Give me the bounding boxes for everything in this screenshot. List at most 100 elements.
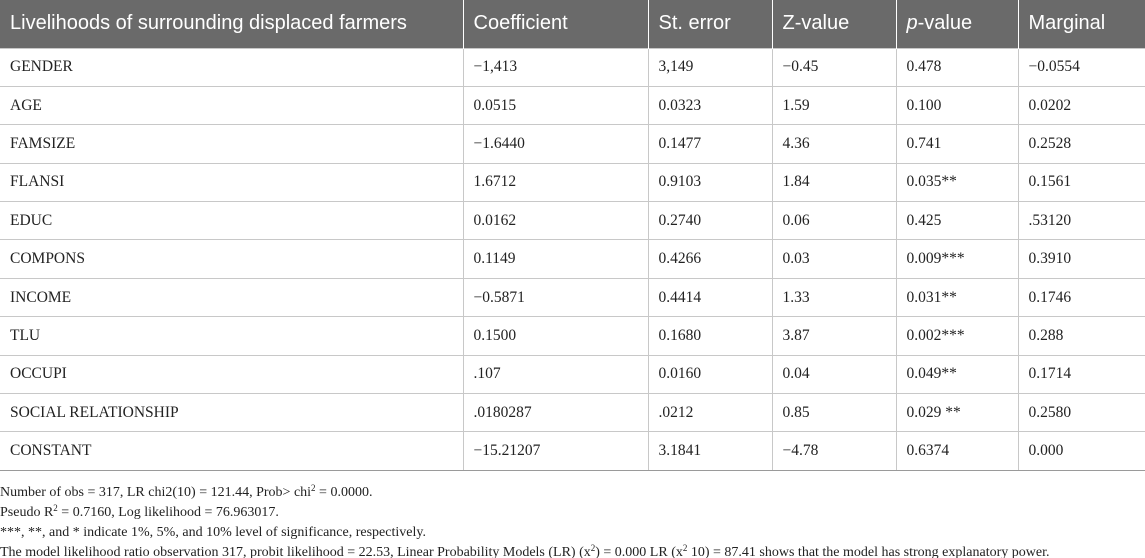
cell-st-error: 0.2740 [647,201,772,240]
header-p-value: p-value [895,0,1018,48]
note-model-likelihood-end: 10) = 87.41 shows that the model has str… [687,544,1050,558]
table-row: GENDER −1,413 3,149 −0.45 0.478 −0.0554 [0,47,1145,87]
cell-z-value: 0.04 [771,354,896,394]
cell-st-error: 0.1477 [647,124,772,164]
cell-marginal: 0.2528 [1017,124,1145,164]
note-model-likelihood-text: The model likelihood ratio observation 3… [0,544,591,558]
cell-st-error: 0.1680 [647,316,772,356]
header-coefficient: Coefficient [462,0,648,48]
cell-marginal: 0.1714 [1017,354,1145,394]
cell-marginal: 0.3910 [1017,239,1145,279]
note-superscript: 2 [53,502,58,513]
cell-variable: GENDER [0,47,463,87]
cell-p-value: 0.031** [895,277,1018,317]
cell-z-value: −0.45 [771,47,896,87]
cell-variable: SOCIAL RELATIONSHIP [0,393,463,432]
cell-marginal: 0.288 [1017,316,1145,356]
table-row: COMPONS 0.1149 0.4266 0.03 0.009*** 0.3910 [0,239,1145,279]
cell-marginal: 0.2580 [1017,393,1145,432]
cell-marginal: 0.0202 [1017,85,1145,125]
cell-variable: INCOME [0,277,463,317]
cell-coefficient: 0.0162 [462,201,648,240]
cell-z-value: 0.03 [771,239,896,279]
note-model-likelihood: The model likelihood ratio observation 3… [0,543,1145,558]
note-observations: Number of obs = 317, LR chi2(10) = 121.4… [0,483,1145,503]
header-p-value-suffix: -value [917,12,973,35]
cell-p-value: 0.100 [895,85,1018,125]
cell-z-value: 1.84 [771,162,896,202]
cell-variable: EDUC [0,201,463,240]
note-pseudo-r2-text: Pseudo R [0,504,54,520]
cell-variable: CONSTANT [0,431,463,471]
cell-p-value: 0.035** [895,162,1018,202]
cell-st-error: 3,149 [647,47,772,87]
table-row: AGE 0.0515 0.0323 1.59 0.100 0.0202 [0,85,1145,125]
cell-z-value: 1.33 [771,277,896,317]
cell-p-value: 0.425 [895,201,1018,240]
cell-variable: COMPONS [0,239,463,279]
cell-p-value: 0.029 ** [895,393,1018,432]
cell-coefficient: .0180287 [462,393,648,432]
cell-variable: AGE [0,85,463,125]
table-row: TLU 0.1500 0.1680 3.87 0.002*** 0.288 [0,316,1145,356]
table-header: Livelihoods of surrounding displaced far… [0,0,1145,48]
table-row: CONSTANT −15.21207 3.1841 −4.78 0.6374 0.000 [0,431,1145,471]
table-row: FAMSIZE −1.6440 0.1477 4.36 0.741 0.2528 [0,124,1145,164]
table-row: OCCUPI .107 0.0160 0.04 0.049** 0.1714 [0,354,1145,394]
note-superscript: 2 [590,542,596,553]
note-observations-text: Number of obs = 317, LR chi2(10) = 121.4… [0,484,312,500]
table-row: INCOME −0.5871 0.4414 1.33 0.031** 0.1746 [0,277,1145,317]
table-row: EDUC 0.0162 0.2740 0.06 0.425.53120 [0,201,1145,240]
note-superscript: 2 [682,542,688,553]
note-observations-end: = 0.0000. [315,484,373,500]
cell-st-error: 0.0160 [647,354,772,394]
cell-coefficient: −1.6440 [462,124,648,164]
cell-coefficient: 1.6712 [462,162,648,202]
cell-variable: FLANSI [0,162,463,202]
regression-results-table: Livelihoods of surrounding displaced far… [0,0,1145,471]
cell-p-value: 0.478 [895,47,1018,87]
note-superscript: 2 [311,482,316,493]
cell-p-value: 0.741 [895,124,1018,164]
header-variable: Livelihoods of surrounding displaced far… [10,12,407,35]
cell-st-error: 3.1841 [647,431,772,471]
header-p-value-italic: p [906,12,918,35]
cell-marginal: −0.0554 [1017,47,1145,87]
note-model-likelihood-mid: ) = 0.000 LR (x [595,544,683,558]
cell-z-value: −4.78 [771,431,896,471]
note-pseudo-r2-end: = 0.7160, Log likelihood = 76.963017. [57,504,279,520]
header-row: Livelihoods of surrounding displaced far… [0,0,1145,48]
cell-st-error: 0.4414 [647,277,772,317]
cell-st-error: 0.9103 [647,162,772,202]
header-marginal: Marginal [1017,0,1145,48]
cell-z-value: 0.85 [771,393,896,432]
cell-coefficient: −1,413 [462,47,648,87]
cell-z-value: 0.06 [771,201,896,240]
cell-marginal: .53120 [1017,201,1145,240]
cell-p-value: 0.6374 [895,431,1018,471]
cell-coefficient: −15.21207 [462,431,648,471]
cell-p-value: 0.049** [895,354,1018,394]
cell-variable: TLU [0,316,463,356]
cell-z-value: 4.36 [771,124,896,164]
note-pseudo-r2: Pseudo R2 = 0.7160, Log likelihood = 76.… [0,503,1145,523]
cell-coefficient: 0.1149 [462,239,648,279]
cell-p-value: 0.009*** [895,239,1018,279]
cell-variable: OCCUPI [0,354,463,394]
cell-st-error: .0212 [647,393,772,432]
cell-marginal: 0.000 [1017,431,1145,471]
cell-z-value: 3.87 [771,316,896,356]
cell-marginal: 0.1746 [1017,277,1145,317]
cell-st-error: 0.0323 [647,85,772,125]
table-notes: Number of obs = 317, LR chi2(10) = 121.4… [0,471,1145,558]
table-body: GENDER −1,413 3,149 −0.45 0.478 −0.0554 AGE 0.0… [0,47,1145,471]
header-st-error: St. error [647,0,772,48]
table-row: FLANSI 1.6712 0.9103 1.84 0.035** 0.1561 [0,162,1145,202]
cell-variable: FAMSIZE [0,124,463,164]
cell-st-error: 0.4266 [647,239,772,279]
cell-p-value: 0.002*** [895,316,1018,356]
cell-z-value: 1.59 [771,85,896,125]
cell-marginal: 0.1561 [1017,162,1145,202]
cell-coefficient: −0.5871 [462,277,648,317]
table-row: SOCIAL RELATIONSHIP .0180287.0212 0.85 0.02… [0,393,1145,432]
